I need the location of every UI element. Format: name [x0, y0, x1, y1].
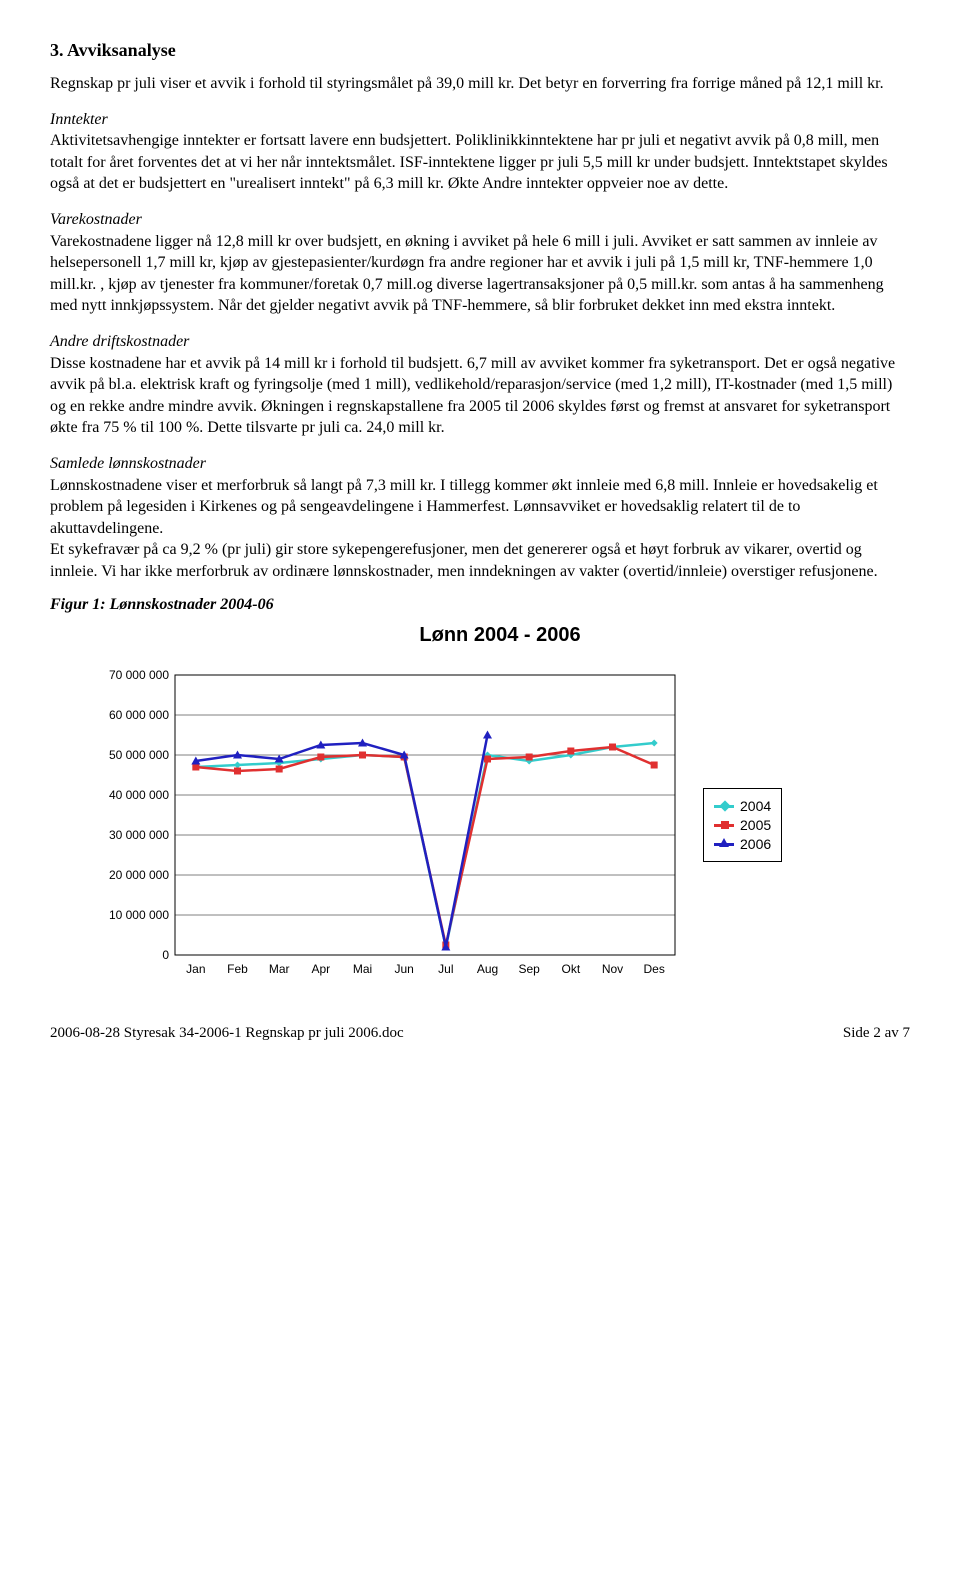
- legend-item-2005: 2005: [714, 817, 771, 833]
- lonn-heading: Samlede lønnskostnader: [50, 455, 206, 472]
- varekostnader-text: Varekostnadene ligger nå 12,8 mill kr ov…: [50, 233, 884, 315]
- intro-paragraph: Regnskap pr juli viser et avvik i forhol…: [50, 73, 910, 95]
- legend-item-2004: 2004: [714, 798, 771, 814]
- lonn-paragraph-2: Et sykefravær på ca 9,2 % (pr juli) gir …: [50, 539, 910, 582]
- figure-title: Figur 1: Lønnskostnader 2004-06: [50, 596, 910, 614]
- legend-swatch-2004: [714, 805, 734, 808]
- line-chart: 0 10 000 000 20 000 000 30 000 000 40 000 00…: [90, 665, 685, 985]
- svg-text:10 000 000: 10 000 000: [109, 908, 169, 922]
- svg-text:Des: Des: [643, 962, 664, 976]
- footer-right: Side 2 av 7: [843, 1025, 910, 1042]
- svg-text:0: 0: [162, 948, 169, 962]
- inntekter-heading: Inntekter: [50, 111, 108, 128]
- page-footer: 2006-08-28 Styresak 34-2006-1 Regnskap p…: [50, 1025, 910, 1042]
- chart-legend: 2004 2005 2006: [703, 788, 782, 862]
- lonn-paragraph-1: Samlede lønnskostnader Lønnskostnadene v…: [50, 453, 910, 539]
- svg-text:50 000 000: 50 000 000: [109, 748, 169, 762]
- svg-text:Mar: Mar: [269, 962, 290, 976]
- legend-swatch-2005: [714, 824, 734, 827]
- legend-label-2004: 2004: [740, 798, 771, 814]
- varekostnader-paragraph: Varekostnader Varekostnadene ligger nå 1…: [50, 209, 910, 317]
- svg-text:60 000 000: 60 000 000: [109, 708, 169, 722]
- svg-text:40 000 000: 40 000 000: [109, 788, 169, 802]
- svg-text:30 000 000: 30 000 000: [109, 828, 169, 842]
- svg-text:Okt: Okt: [561, 962, 580, 976]
- footer-left: 2006-08-28 Styresak 34-2006-1 Regnskap p…: [50, 1025, 404, 1042]
- andre-text: Disse kostnadene har et avvik på 14 mill…: [50, 355, 895, 437]
- svg-text:Jul: Jul: [438, 962, 453, 976]
- andre-heading: Andre driftskostnader: [50, 333, 189, 350]
- svg-text:Sep: Sep: [518, 962, 540, 976]
- svg-text:70 000 000: 70 000 000: [109, 668, 169, 682]
- chart-container: Lønn 2004 - 2006 0 10 000 000 20 000 000 30…: [90, 624, 910, 985]
- section-heading: 3. Avviksanalyse: [50, 40, 910, 61]
- inntekter-paragraph: Inntekter Aktivitetsavhengige inntekter …: [50, 109, 910, 195]
- legend-label-2006: 2006: [740, 836, 771, 852]
- svg-text:Nov: Nov: [602, 962, 623, 976]
- svg-text:Jun: Jun: [394, 962, 413, 976]
- svg-text:Jan: Jan: [186, 962, 205, 976]
- inntekter-text: Aktivitetsavhengige inntekter er fortsat…: [50, 132, 888, 192]
- legend-swatch-2006: [714, 843, 734, 846]
- legend-label-2005: 2005: [740, 817, 771, 833]
- andre-paragraph: Andre driftskostnader Disse kostnadene h…: [50, 331, 910, 439]
- svg-text:Feb: Feb: [227, 962, 248, 976]
- svg-text:Mai: Mai: [353, 962, 372, 976]
- svg-text:Aug: Aug: [477, 962, 498, 976]
- svg-text:Apr: Apr: [311, 962, 330, 976]
- legend-item-2006: 2006: [714, 836, 771, 852]
- chart-title: Lønn 2004 - 2006: [90, 624, 910, 647]
- varekostnader-heading: Varekostnader: [50, 211, 142, 228]
- lonn-text-1: Lønnskostnadene viser et merforbruk så l…: [50, 477, 878, 537]
- svg-text:20 000 000: 20 000 000: [109, 868, 169, 882]
